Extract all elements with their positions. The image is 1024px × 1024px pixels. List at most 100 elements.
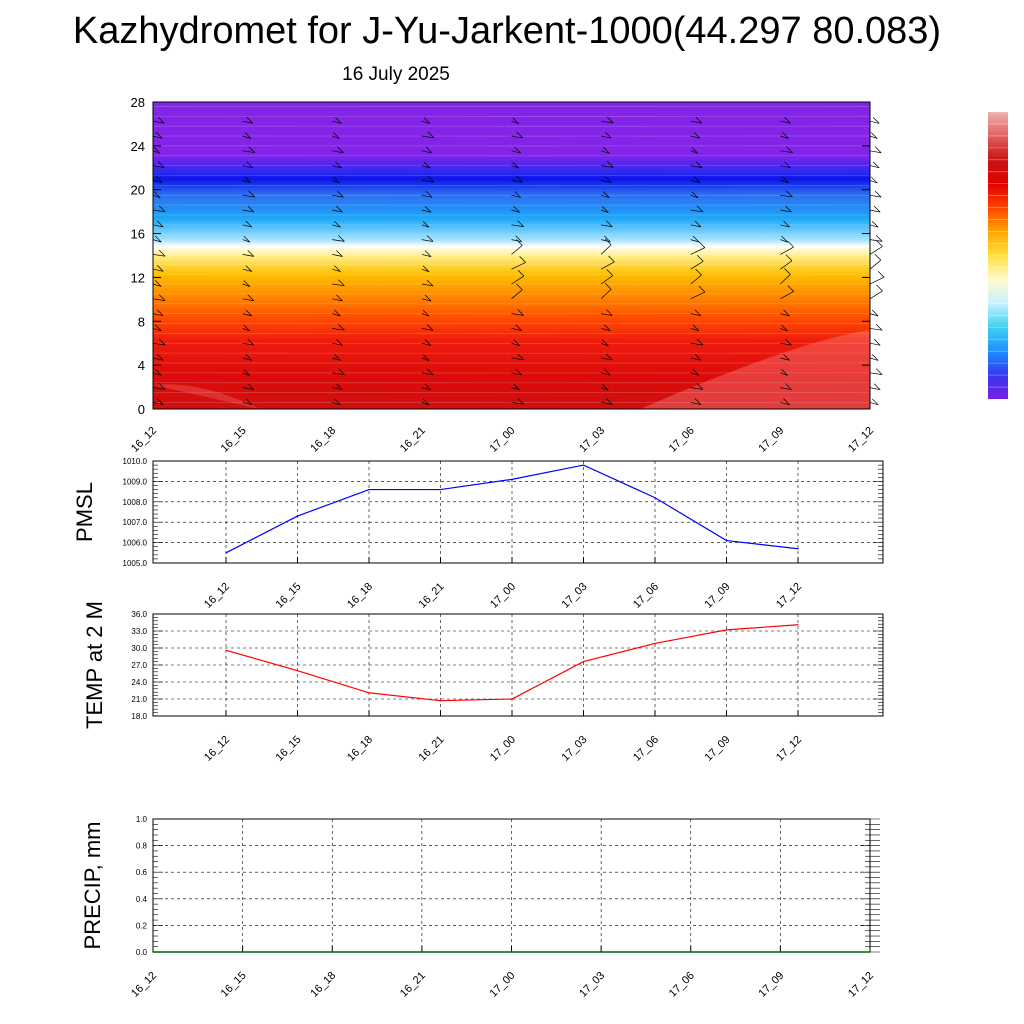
wind-barb <box>421 283 434 287</box>
pmsl-data-point <box>296 515 299 517</box>
wind-barb <box>690 224 701 228</box>
wind-barb-flag <box>516 131 523 139</box>
wind-barb <box>601 372 611 376</box>
wind-barb-flag <box>426 279 434 287</box>
wind-barb <box>242 268 252 272</box>
wind-barb <box>242 372 250 376</box>
x-tick-label: 16_18 <box>308 970 338 1000</box>
wind-barb-flag <box>604 282 612 290</box>
x-tick-label: 17_06 <box>631 581 661 611</box>
wind-barb <box>421 357 430 361</box>
wind-barb <box>152 313 164 317</box>
wind-barb-flag <box>156 220 164 228</box>
wind-barb <box>242 224 252 228</box>
chart-title: Kazhydromet for J-Yu-Jarkent-1000(44.297… <box>72 10 942 52</box>
wind-barb <box>601 135 612 139</box>
wind-barb <box>601 328 611 331</box>
wind-barb <box>780 224 790 228</box>
wind-barb <box>601 342 609 347</box>
x-tick-label: 16_15 <box>219 425 249 455</box>
x-tick-label: 17_09 <box>756 425 786 455</box>
wind-barb <box>869 224 879 228</box>
wind-barb-flag <box>607 161 614 168</box>
wind-barb-flag <box>519 256 526 263</box>
wind-barb-flag <box>247 250 255 257</box>
x-tick-label: 17_09 <box>756 970 786 1000</box>
wind-barb-flag <box>695 116 703 124</box>
wind-barb-flag <box>787 240 794 248</box>
wind-barb-flag <box>785 383 792 390</box>
wind-barb-flag <box>606 353 613 361</box>
wind-barb-flag <box>158 249 166 257</box>
wind-barb <box>511 180 523 183</box>
wind-barb-flag <box>423 117 431 124</box>
wind-barb-flag <box>512 161 519 169</box>
wind-barb <box>511 120 519 125</box>
wind-barb-flag <box>245 220 253 228</box>
y-tick-label: 20 <box>131 183 145 198</box>
wind-barb <box>780 372 788 376</box>
wind-barb-flag <box>336 205 343 213</box>
x-tick-label: 16_12 <box>129 425 159 455</box>
temp2m-data-point <box>725 629 728 631</box>
wind-barb <box>600 288 612 300</box>
cross-section-panel: 0 4 8 12 16 20 24 28 16_12 16_15 16_18 16_21 17_00 17… <box>129 95 1008 455</box>
y-tick-label: 0.8 <box>136 842 148 851</box>
temp2m-data-point <box>296 670 299 672</box>
wind-barb <box>152 357 164 361</box>
wind-barb-flag <box>335 117 342 124</box>
wind-barb-flag <box>605 176 612 183</box>
wind-barb-flag <box>338 323 345 331</box>
wind-barb-flag <box>517 220 524 227</box>
wind-barb <box>421 209 432 213</box>
x-tick-label: 16_18 <box>308 425 338 455</box>
wind-barb-flag <box>786 190 793 198</box>
wind-barb-flag <box>423 161 431 169</box>
x-tick-label: 16_21 <box>398 425 428 455</box>
wind-barb-flag <box>248 190 256 198</box>
wind-barb <box>332 224 341 228</box>
pmsl-data-point <box>797 548 799 550</box>
x-tick-label: 16_12 <box>202 581 232 611</box>
wind-barb <box>601 194 610 198</box>
x-tick-label: 17_09 <box>703 581 733 611</box>
wind-barb <box>869 135 878 139</box>
pmsl-data-point <box>725 539 728 542</box>
wind-barb <box>242 283 250 287</box>
wind-barb <box>152 387 166 390</box>
y-tick-label: 1008.0 <box>123 498 148 507</box>
wind-barb <box>690 135 701 139</box>
y-tick-label: 12 <box>131 270 145 285</box>
y-tick-label: 0.4 <box>136 895 148 904</box>
y-tick-label: 28 <box>131 95 145 110</box>
wind-barb <box>152 298 166 301</box>
wind-barb <box>421 120 431 124</box>
wind-barb <box>780 328 788 332</box>
x-tick-label: 17_09 <box>703 734 733 764</box>
wind-barb-flag <box>602 339 609 347</box>
wind-barb <box>690 120 702 124</box>
wind-barb-flag <box>874 146 882 153</box>
y-axis-label: PMSL <box>72 482 97 542</box>
wind-barb <box>332 342 343 346</box>
wind-barb-flag <box>422 398 430 406</box>
wind-barb-flag <box>514 146 521 154</box>
wind-barb <box>511 150 521 154</box>
wind-barb <box>690 209 703 213</box>
wind-barb-flag <box>606 398 613 405</box>
wind-barb-flag <box>691 191 699 198</box>
wind-barb <box>421 402 430 406</box>
wind-barb <box>780 150 793 153</box>
wind-barb-flag <box>514 191 521 198</box>
wind-barb-flag <box>782 176 789 184</box>
wind-barb <box>152 402 164 405</box>
temp2m-data-point <box>368 692 370 694</box>
wind-barb-flag <box>245 398 253 405</box>
wind-barb <box>601 239 611 243</box>
wind-barb <box>601 387 609 391</box>
wind-barb-flag <box>157 116 165 124</box>
wind-barb <box>780 165 791 169</box>
y-tick-label: 1.0 <box>136 815 148 824</box>
wind-barb-flag <box>602 206 609 213</box>
